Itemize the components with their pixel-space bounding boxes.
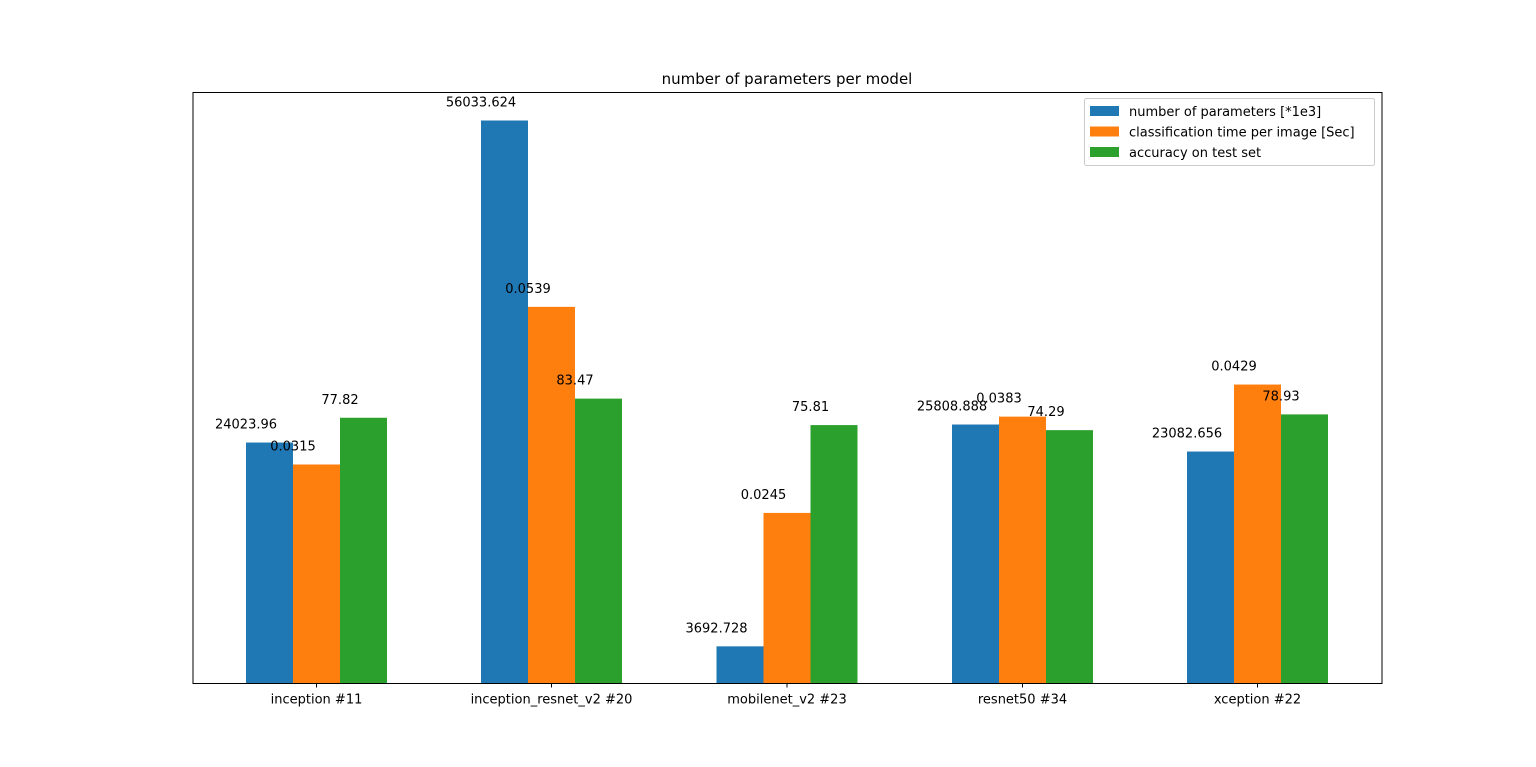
bar-series3-1 xyxy=(340,417,387,684)
bar-series1-4 xyxy=(952,424,999,684)
bar-value-label-series3-5: 78.93 xyxy=(1262,389,1299,404)
bar-series3-5 xyxy=(1281,414,1328,684)
chart-title: number of parameters per model xyxy=(662,70,913,88)
bar-series2-2 xyxy=(528,306,575,684)
bar-value-label-series1-3: 3692.728 xyxy=(685,621,747,636)
bar-value-label-series3-2: 83.47 xyxy=(556,374,593,389)
legend-label-1: number of parameters [*1e3] xyxy=(1129,105,1321,120)
legend-label-2: classification time per image [Sec] xyxy=(1129,126,1355,141)
bar-value-label-series2-3: 0.0245 xyxy=(741,488,787,503)
bar-value-label-series3-1: 77.82 xyxy=(321,393,358,408)
bar-series1-2 xyxy=(481,120,528,684)
x-tick-label-2: inception_resnet_v2 #20 xyxy=(471,693,633,708)
bar-series2-3 xyxy=(763,512,811,684)
bar-value-label-series2-1: 0.0315 xyxy=(270,439,316,454)
value-labels-layer: 24023.96 56033.624 3692.728 25808.888 23082.… xyxy=(215,96,1300,637)
bar-value-label-series2-4: 0.0383 xyxy=(976,392,1022,407)
bars-layer xyxy=(246,120,1328,684)
x-tick-label-3: mobilenet_v2 #23 xyxy=(727,693,846,708)
x-tick-label-1: inception #11 xyxy=(271,693,363,708)
legend: number of parameters [*1e3] classificatio… xyxy=(1084,98,1375,166)
bar-series3-2 xyxy=(575,398,622,684)
bar-series1-5 xyxy=(1187,451,1234,684)
bar-series3-4 xyxy=(1046,430,1093,684)
bar-value-label-series2-5: 0.0429 xyxy=(1211,360,1257,375)
bar-value-label-series3-3: 75.81 xyxy=(792,400,829,415)
legend-swatch-3 xyxy=(1090,147,1119,157)
bar-value-label-series1-5: 23082.656 xyxy=(1152,427,1222,442)
legend-box xyxy=(1084,98,1375,166)
x-axis: inception #11 inception_resnet_v2 #20 mobi… xyxy=(271,683,1301,708)
legend-swatch-2 xyxy=(1090,126,1119,137)
bar-series2-1 xyxy=(293,464,340,684)
bar-value-label-series3-4: 74.29 xyxy=(1027,405,1064,420)
legend-swatch-1 xyxy=(1090,106,1119,116)
bar-series1-3 xyxy=(716,646,764,684)
bar-series2-5 xyxy=(1234,384,1281,684)
bar-value-label-series1-2: 56033.624 xyxy=(446,96,516,111)
bar-series3-3 xyxy=(810,425,858,684)
bar-series2-4 xyxy=(999,416,1046,684)
bar-value-label-series1-1: 24023.96 xyxy=(215,418,277,433)
x-tick-label-4: resnet50 #34 xyxy=(978,693,1067,708)
bar-series1-1 xyxy=(246,442,293,684)
x-tick-label-5: xception #22 xyxy=(1214,693,1301,708)
bar-value-label-series2-2: 0.0539 xyxy=(505,282,551,297)
legend-label-3: accuracy on test set xyxy=(1129,146,1261,161)
bar-value-label-series1-4: 25808.888 xyxy=(917,400,987,415)
